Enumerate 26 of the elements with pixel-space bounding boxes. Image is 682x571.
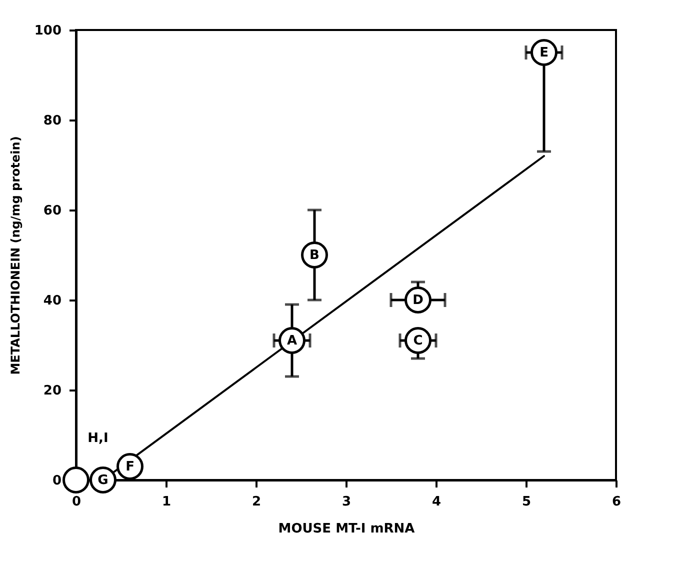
y-tick-label: 80 (43, 114, 62, 128)
series-label: A (286, 334, 298, 348)
x-tick-label: 6 (612, 494, 622, 510)
x-tick-label: 1 (162, 494, 172, 510)
point (530, 39, 558, 66)
x-tick-label: 4 (432, 494, 442, 510)
x-tick-label: 0 (72, 494, 82, 510)
x-axis-title: MOUSE MT-I mRNA (278, 522, 415, 536)
series-label: C (413, 334, 423, 348)
point (116, 453, 144, 480)
y-tick-label: 20 (43, 384, 62, 398)
series-label: G (98, 473, 108, 488)
x-tick-label: 3 (342, 494, 352, 510)
series-label: F (126, 460, 134, 474)
y-axis-title: METALLOTHIONEIN (ng/mg protein) (8, 136, 22, 375)
y-tick-label: 0 (52, 474, 62, 488)
series-label: D (412, 293, 424, 308)
x-tick-label: 2 (252, 494, 262, 510)
annotation: H,I (88, 431, 108, 446)
x-tick-label: 5 (522, 494, 532, 510)
series-label: E (540, 46, 548, 60)
y-tick-label: 100 (34, 24, 62, 38)
series-label: B (310, 248, 320, 263)
y-tick-label: 40 (43, 294, 62, 308)
point (62, 466, 90, 494)
y-tick-label: 60 (43, 204, 62, 218)
